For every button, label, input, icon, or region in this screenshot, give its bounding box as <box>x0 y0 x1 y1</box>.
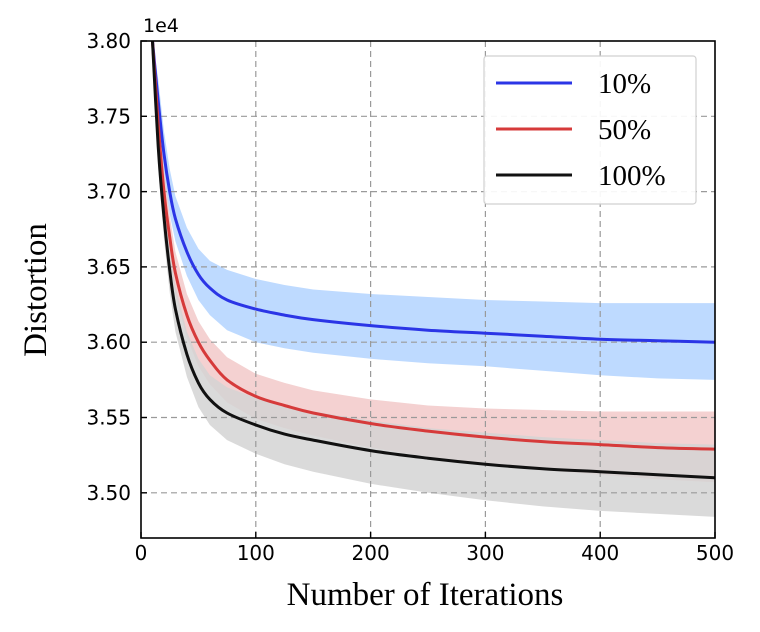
y-tick-label: 3.50 <box>86 481 131 505</box>
legend-label-100%: 100% <box>598 160 666 192</box>
x-tick-label: 400 <box>581 541 619 565</box>
y-offset-label: 1e4 <box>143 15 179 37</box>
axis-ticks: 0 100 200 300 400 500 3.50 3.55 3.60 3.65 3.70 3.75… <box>86 29 734 565</box>
y-tick-label: 3.80 <box>86 29 131 53</box>
band-50% <box>152 41 715 483</box>
y-tick-label: 3.55 <box>86 406 131 430</box>
series-lines <box>150 41 715 480</box>
y-tick-label: 3.75 <box>86 104 131 128</box>
legend: 10% 50% 100% <box>483 55 697 205</box>
y-tick-label: 3.70 <box>86 180 131 204</box>
x-tick-label: 500 <box>696 541 734 565</box>
legend-label-50%: 50% <box>598 114 651 146</box>
band-100% <box>152 41 715 517</box>
x-tick-label: 0 <box>135 541 148 565</box>
confidence-bands <box>152 41 715 517</box>
series-line-50% <box>150 41 715 451</box>
x-tick-label: 300 <box>466 541 504 565</box>
y-tick-label: 3.65 <box>86 255 131 279</box>
y-axis-title: Distortion <box>18 223 54 357</box>
x-axis-title: Number of Iterations <box>287 577 564 613</box>
plot-frame <box>140 40 716 539</box>
x-tick-label: 200 <box>352 541 390 565</box>
series-line-100% <box>150 41 715 480</box>
legend-label-10%: 10% <box>598 68 651 100</box>
y-tick-label: 3.60 <box>86 330 131 354</box>
x-tick-label: 100 <box>237 541 275 565</box>
legend-box <box>483 55 697 205</box>
band-10% <box>152 41 715 380</box>
series-line-10% <box>150 41 715 344</box>
